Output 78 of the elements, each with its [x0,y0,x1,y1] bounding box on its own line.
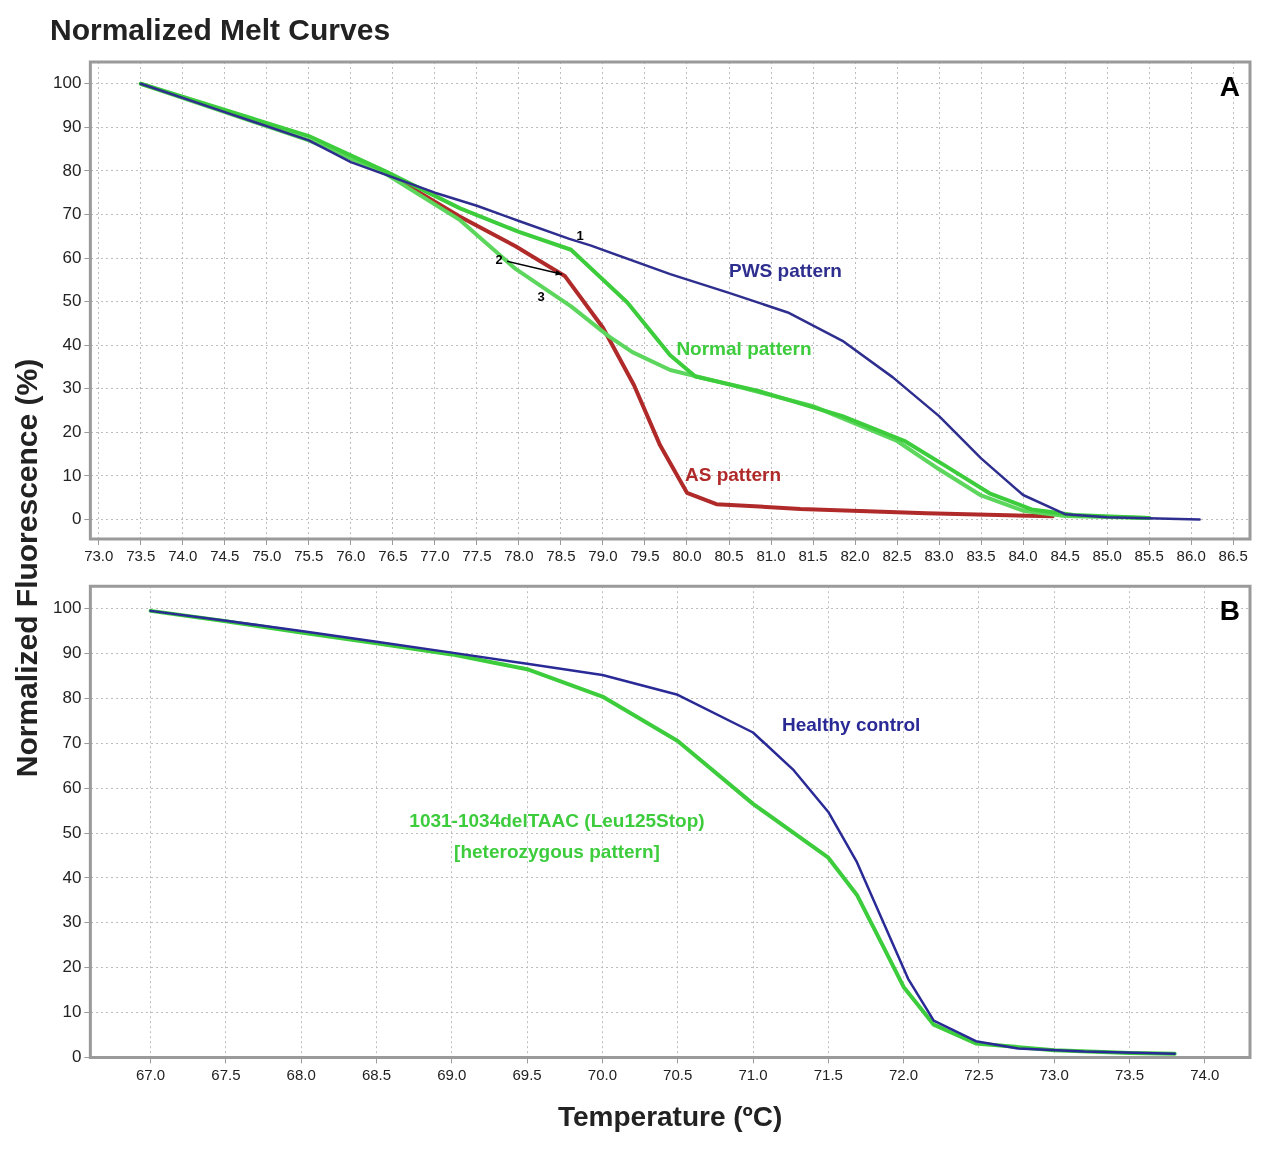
x-tick-label: 77.0 [420,547,450,565]
x-tick-label: 78.5 [546,547,576,565]
series-label: Healthy control [782,713,921,735]
annotation: 1 [576,228,584,244]
x-tick-label: 74.0 [1190,1065,1220,1083]
x-tick-label: 80.0 [672,547,702,565]
y-tick-label: 10 [62,465,82,485]
y-tick-label: 30 [62,378,82,398]
x-tick-label: 80.5 [714,547,744,565]
x-tick-label: 68.5 [361,1065,392,1083]
y-tick-label: 30 [62,912,82,932]
x-tick-label: 83.5 [966,547,996,565]
x-tick-label: 86.5 [1218,547,1248,565]
y-tick-label: 100 [52,598,82,618]
chart-title: Normalized Melt Curves [50,13,391,47]
x-tick-label: 75.0 [252,547,282,565]
y-tick-label: 90 [62,643,82,663]
x-tick-label: 77.5 [462,547,492,565]
series-label: PWS pattern [729,260,842,282]
y-tick-label: 80 [62,160,82,180]
annotation: A [1219,70,1240,102]
x-tick-label: 76.5 [378,547,408,565]
x-tick-label: 83.0 [924,547,954,565]
y-tick-label: 90 [62,117,82,137]
y-tick-label: 50 [62,822,82,842]
x-tick-label: 79.0 [588,547,618,565]
x-tick-label: 86.0 [1176,547,1206,565]
x-tick-label: 76.0 [336,547,366,565]
annotation: B [1219,594,1240,626]
x-tick-label: 71.5 [813,1065,843,1083]
x-tick-label: 67.5 [211,1065,241,1083]
x-tick-label: 84.0 [1008,547,1038,565]
x-tick-label: 74.5 [210,547,240,565]
x-tick-label: 72.0 [889,1065,919,1083]
x-tick-label: 78.0 [504,547,534,565]
y-tick-label: 0 [71,1047,82,1067]
y-tick-label: 20 [62,957,82,977]
annotation: 3 [537,288,545,304]
y-tick-label: 40 [62,867,82,887]
y-tick-label: 70 [62,204,82,224]
x-tick-label: 73.5 [1114,1065,1145,1083]
x-tick-label: 84.5 [1050,547,1080,565]
x-tick-label: 85.0 [1092,547,1122,565]
annotation: 2 [495,251,503,267]
x-tick-label: 73.0 [84,547,114,565]
y-tick-label: 80 [62,688,82,708]
x-tick-label: 73.5 [126,547,156,565]
x-tick-label: 69.0 [437,1065,467,1083]
x-tick-label: 75.5 [294,547,324,565]
series-label: 1031-1034delTAAC (Leu125Stop) [heterozygous pattern] [409,810,705,863]
y-tick-label: 40 [62,334,82,354]
x-tick-label: 82.5 [882,547,912,565]
x-tick-label: 67.0 [136,1065,166,1083]
x-tick-label: 81.0 [756,547,786,565]
x-tick-label: 70.5 [663,1065,693,1083]
y-tick-label: 70 [62,732,82,752]
series-label: AS pattern [684,464,782,486]
x-tick-label: 68.0 [286,1065,316,1083]
x-tick-label: 69.5 [512,1065,542,1083]
x-tick-label: 72.5 [964,1065,994,1083]
y-tick-label: 10 [62,1002,82,1022]
x-tick-label: 71.0 [738,1065,768,1083]
x-tick-label: 73.0 [1039,1065,1069,1083]
y-tick-label: 0 [71,509,82,529]
x-tick-label: 82.0 [840,547,870,565]
y-tick-label: 60 [62,777,82,797]
x-axis-title: Temperature (ºC) [557,1100,783,1132]
series-label: Normal pattern [676,337,812,359]
y-tick-label: 60 [62,247,82,267]
y-axis-title: Normalized Fluorescence (%) [10,358,44,778]
x-tick-label: 79.5 [630,547,660,565]
x-tick-label: 85.5 [1134,547,1164,565]
x-tick-label: 81.5 [798,547,828,565]
y-tick-label: 20 [62,421,82,441]
x-tick-label: 74.0 [168,547,198,565]
y-tick-label: 50 [62,291,82,311]
y-tick-label: 100 [52,73,82,93]
x-tick-label: 70.0 [587,1065,618,1083]
